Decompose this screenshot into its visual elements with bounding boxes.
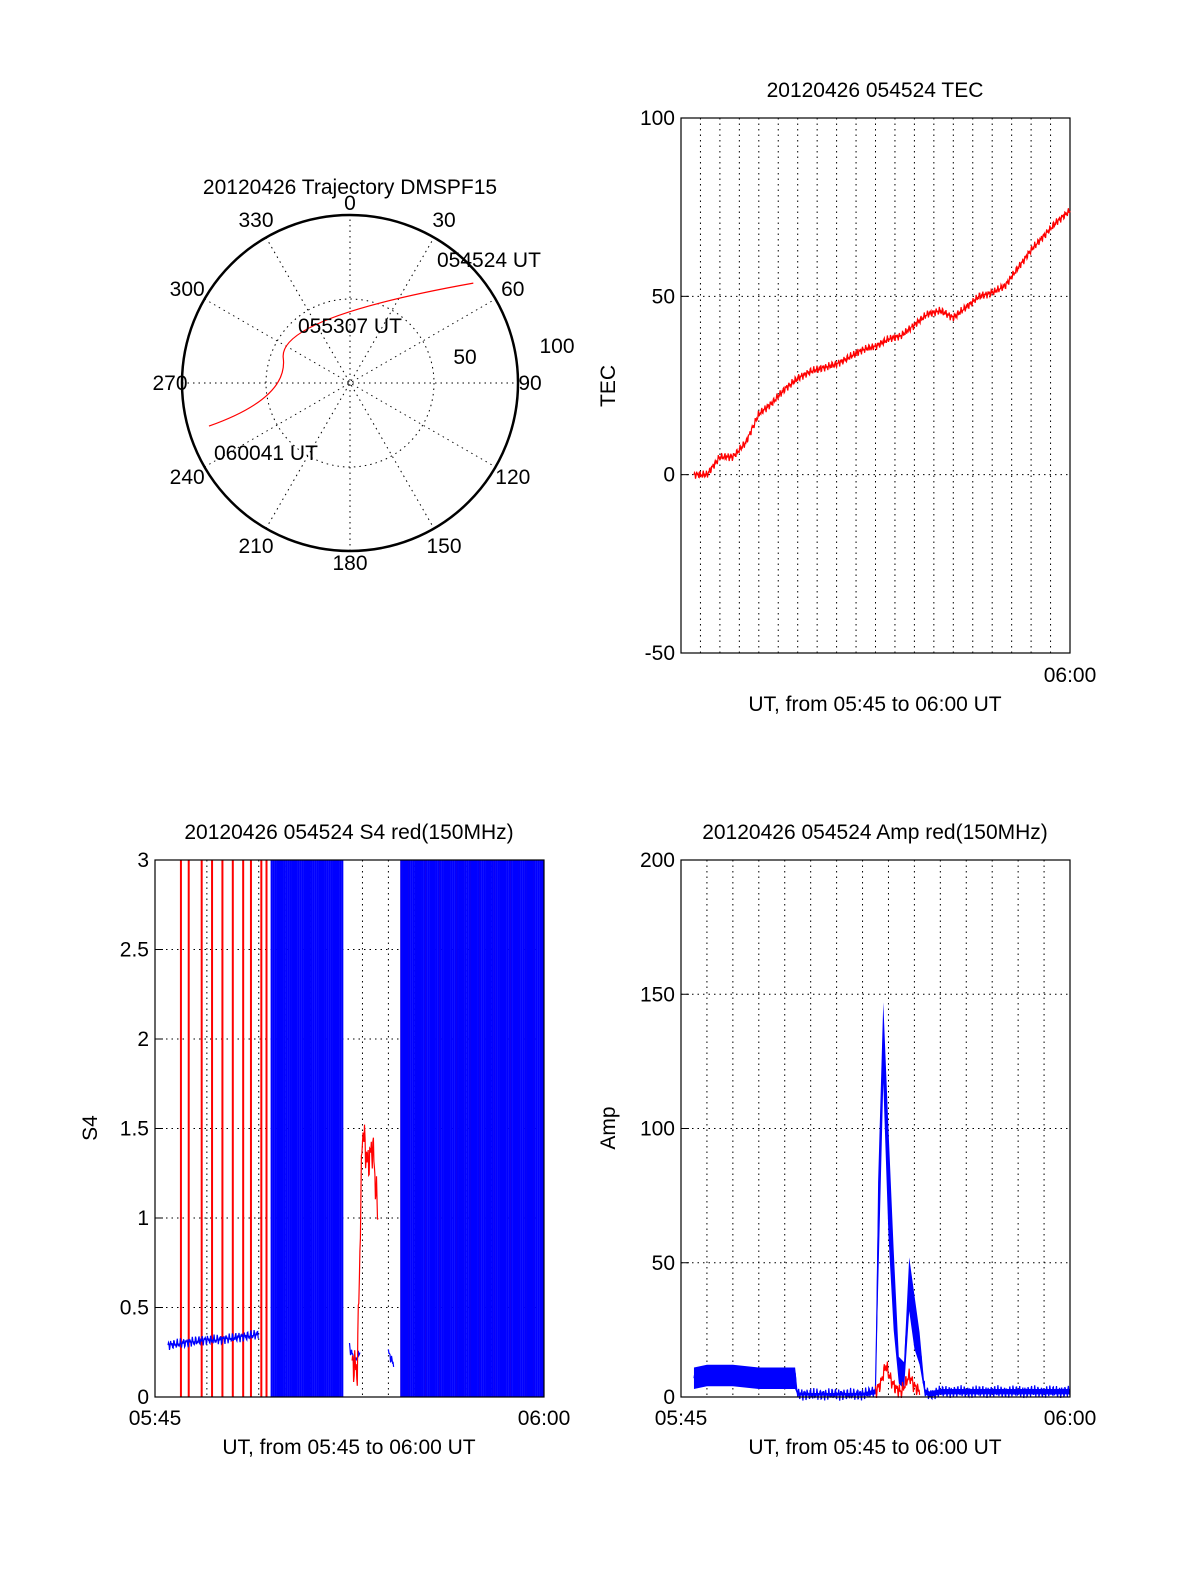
polar-azimuth-label: 240 (170, 466, 205, 489)
y-tick-label: 0 (137, 1386, 149, 1409)
polar-trajectory-plot: 20120426 Trajectory DMSPF15 0 30 60 90 120 15… (152, 176, 574, 575)
amp-blue-line (693, 1047, 1071, 1401)
polar-spoke (204, 298, 496, 468)
s4-y-label: S4 (79, 1115, 102, 1141)
annotation-end-time: 060041 UT (214, 442, 318, 465)
s4-x-tick-start: 05:45 (129, 1407, 182, 1430)
s4-x-tick-end: 06:00 (518, 1407, 571, 1430)
annotation-start-time: 054524 UT (437, 249, 541, 272)
trajectory-line (208, 282, 474, 427)
y-tick-label: 2 (137, 1028, 149, 1051)
tec-series-line (693, 208, 1071, 479)
amp-red-line (874, 1361, 921, 1399)
tec-x-tick-end: 06:00 (1044, 664, 1097, 687)
y-tick-label: 1 (137, 1207, 149, 1230)
y-tick-label: 150 (640, 983, 675, 1006)
s4-chart: 20120426 054524 S4 red(150MHz) 3 2.5 2 1.5 1… (79, 821, 570, 1459)
y-tick-label: 1.5 (120, 1118, 149, 1141)
tec-grid (681, 118, 1070, 653)
amp-chart: 20120426 054524 Amp red(150MHz) 200 150 10… (597, 821, 1096, 1459)
y-tick-label: 200 (640, 849, 675, 872)
tec-plot-frame (680, 117, 1071, 654)
y-tick-label: 50 (652, 285, 675, 308)
tec-y-ticks: 100 50 0 -50 (640, 107, 689, 665)
amp-title: 20120426 054524 Amp red(150MHz) (702, 821, 1048, 844)
y-tick-label: 2.5 (120, 939, 149, 962)
y-tick-label: 100 (640, 107, 675, 130)
polar-azimuth-label: 30 (432, 209, 455, 232)
polar-azimuth-label: 330 (238, 209, 273, 232)
polar-spoke (265, 237, 435, 529)
polar-azimuth-label: 60 (501, 278, 524, 301)
polar-azimuth-label: 0 (344, 192, 356, 215)
s4-blue-bands (270, 860, 544, 1397)
polar-azimuth-label: 120 (495, 466, 530, 489)
y-tick-label: 0 (663, 464, 675, 487)
s4-x-label: UT, from 05:45 to 06:00 UT (222, 1436, 475, 1459)
tec-x-label: UT, from 05:45 to 06:00 UT (748, 693, 1001, 716)
blue-series-segment (167, 1330, 259, 1350)
y-tick-label: 0 (663, 1386, 675, 1409)
amp-y-ticks: 200 150 100 50 0 (640, 849, 689, 1409)
polar-azimuth-label: 300 (170, 278, 205, 301)
blue-series-segment (387, 1349, 395, 1367)
s4-title: 20120426 054524 S4 red(150MHz) (184, 821, 513, 844)
red-series-segment (351, 1124, 379, 1386)
y-tick-label: 0.5 (120, 1297, 149, 1320)
tec-title: 20120426 054524 TEC (767, 79, 984, 102)
s4-red-lines (351, 1124, 379, 1386)
tec-chart: 20120426 054524 TEC 100 50 0 -50 06:00 UT, … (597, 79, 1096, 716)
polar-spoke (265, 237, 435, 529)
amp-grid (681, 860, 1070, 1397)
polar-azimuth-label: 210 (238, 535, 273, 558)
polar-azimuth-label: 180 (332, 552, 367, 575)
amp-x-tick-start: 05:45 (655, 1407, 708, 1430)
polar-inner-ring (265, 298, 435, 468)
annotation-mid-time: 055307 UT (298, 315, 402, 338)
polar-azimuth-label: 90 (518, 372, 541, 395)
polar-azimuth-label: 270 (152, 372, 187, 395)
polar-spoke (204, 298, 496, 468)
amp-blue-band (693, 1002, 1070, 1397)
y-tick-label: -50 (645, 642, 675, 665)
tec-y-label: TEC (597, 365, 620, 407)
amp-x-label: UT, from 05:45 to 06:00 UT (748, 1436, 1001, 1459)
y-tick-label: 3 (137, 849, 149, 872)
s4-y-ticks: 3 2.5 2 1.5 1 0.5 0 (120, 849, 163, 1409)
polar-azimuth-label: 150 (426, 535, 461, 558)
polar-spokes (182, 215, 518, 551)
y-tick-label: 50 (652, 1252, 675, 1275)
y-tick-label: 100 (640, 1118, 675, 1141)
polar-title: 20120426 Trajectory DMSPF15 (203, 176, 497, 199)
amp-y-label: Amp (597, 1106, 620, 1149)
polar-azimuth-labels: 0 30 60 90 120 150 180 210 240 270 300 330 (152, 192, 541, 575)
polar-radial-label-100: 100 (539, 335, 574, 358)
amp-x-tick-end: 06:00 (1044, 1407, 1097, 1430)
polar-radial-label-50: 50 (453, 346, 476, 369)
